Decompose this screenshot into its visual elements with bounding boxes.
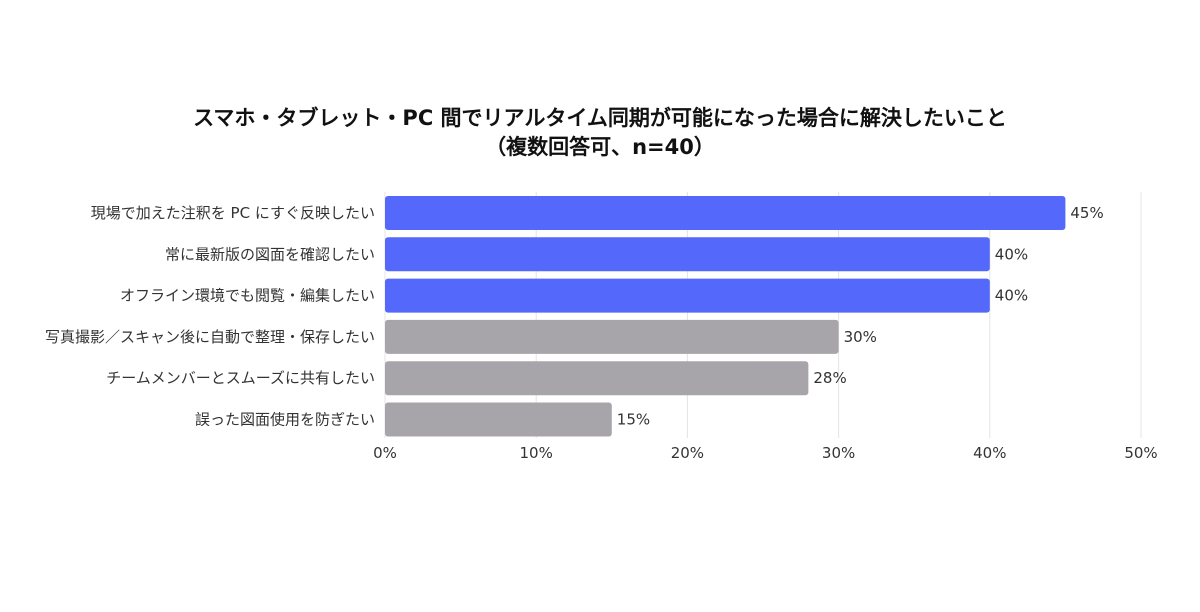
x-tick-label: 50% xyxy=(1124,444,1157,462)
bar xyxy=(385,196,1066,230)
category-label: 写真撮影／スキャン後に自動で整理・保存したい xyxy=(45,328,375,346)
x-tick-label: 40% xyxy=(973,444,1006,462)
chart-subtitle: （複数回答可、n=40） xyxy=(485,135,715,159)
bar xyxy=(385,237,990,272)
value-label: 40% xyxy=(995,287,1028,305)
chart-title: スマホ・タブレット・PC 間でリアルタイム同期が可能になった場合に解決したいこと xyxy=(193,106,1007,130)
value-label: 30% xyxy=(844,328,877,346)
category-label: 常に最新版の図面を確認したい xyxy=(165,245,375,263)
category-label: チームメンバーとスムーズに共有したい xyxy=(106,369,375,387)
bar xyxy=(385,278,990,313)
bar xyxy=(385,402,612,437)
value-label: 28% xyxy=(813,369,846,387)
value-label: 15% xyxy=(617,411,650,429)
category-label: 現場で加えた注釈を PC にすぐ反映したい xyxy=(91,204,375,222)
bar xyxy=(385,319,839,354)
value-label: 45% xyxy=(1070,204,1103,222)
x-tick-label: 0% xyxy=(373,444,397,462)
bar xyxy=(385,361,809,396)
x-tick-label: 10% xyxy=(520,444,553,462)
category-label: 誤った図面使用を防ぎたい xyxy=(195,411,375,429)
value-label: 40% xyxy=(995,245,1028,263)
category-label: オフライン環境でも閲覧・編集したい xyxy=(120,287,375,305)
x-tick-label: 30% xyxy=(822,444,855,462)
chart-title-block: スマホ・タブレット・PC 間でリアルタイム同期が可能になった場合に解決したいこと… xyxy=(0,104,1200,162)
x-tick-label: 20% xyxy=(671,444,704,462)
